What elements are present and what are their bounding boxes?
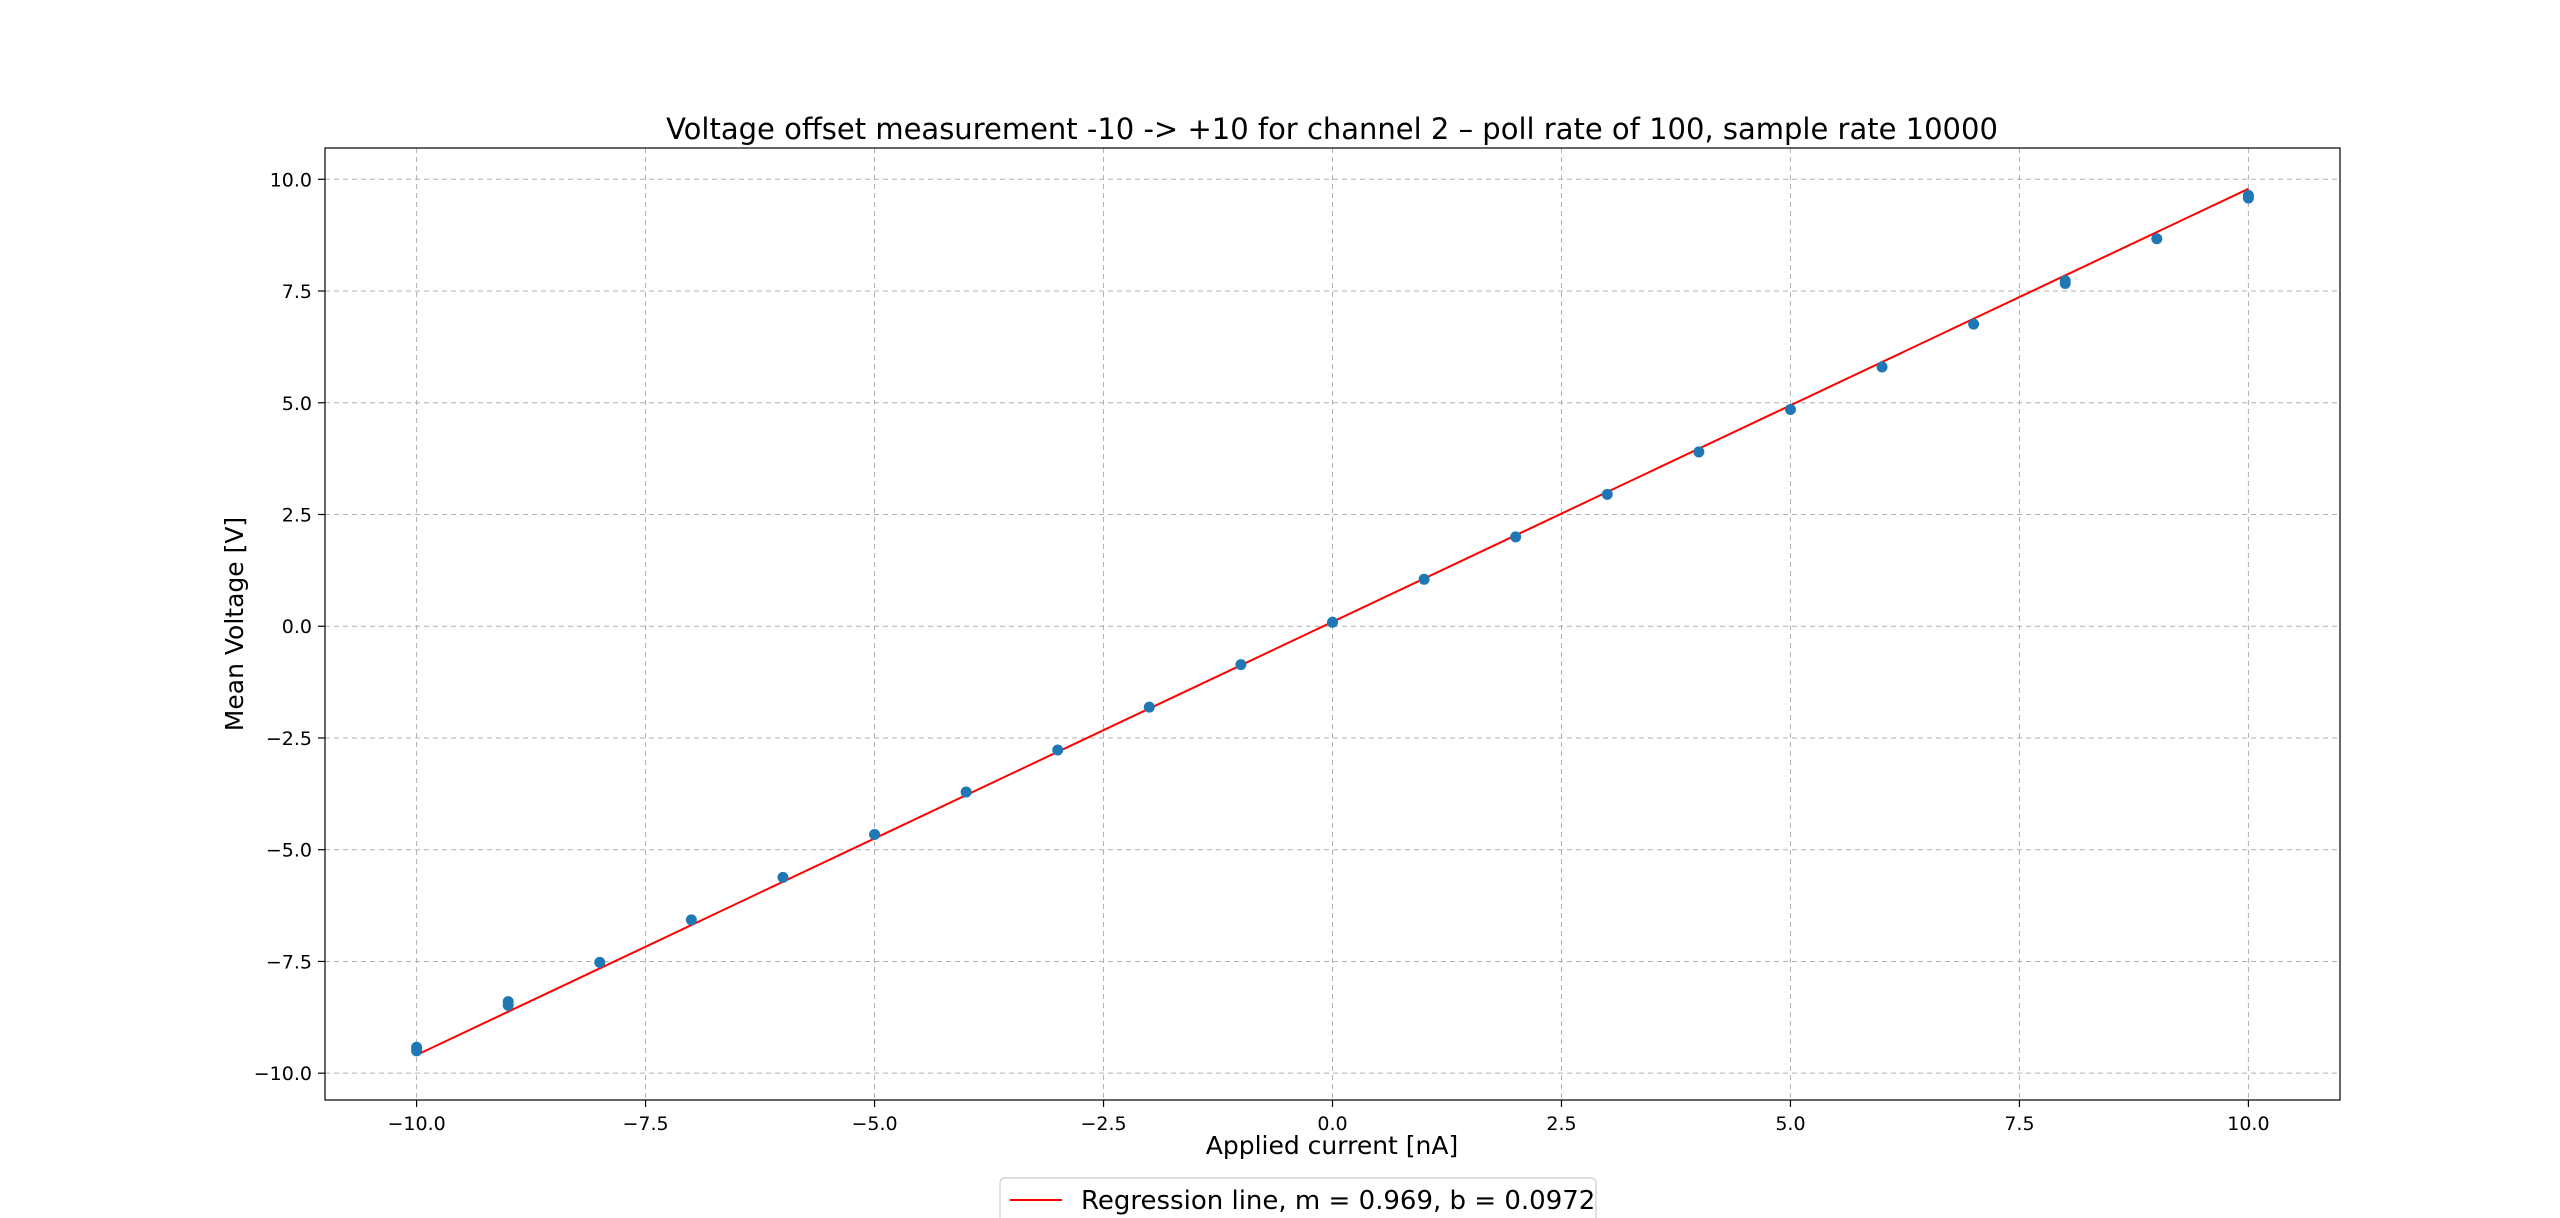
data-point (1327, 616, 1338, 628)
y-axis-label: Mean Voltage [V] (220, 517, 249, 731)
legend: Regression line, m = 0.969, b = 0.0972 (999, 1177, 1597, 1218)
chart-title: Voltage offset measurement -10 -> +10 fo… (666, 112, 1998, 146)
plot-frame (324, 147, 2341, 1101)
data-point (594, 956, 606, 968)
x-tick-label: −2.5 (1080, 1113, 1126, 1135)
data-point (502, 999, 514, 1011)
data-point (1510, 531, 1522, 543)
scatter-points (411, 189, 2254, 1057)
x-tick-label: −5.0 (851, 1113, 897, 1135)
data-point (1968, 318, 1980, 330)
x-tick-label: 5.0 (1775, 1113, 1805, 1135)
axis-ticks: −10.0 −7.5 −5.0 −2.5 0.0 2.5 5.0 7.5 10.0 10.0 7.5… (254, 169, 2270, 1135)
y-tick-label: 0.0 (282, 616, 312, 638)
data-point (1418, 573, 1430, 585)
y-tick-label: −7.5 (266, 951, 312, 973)
data-point (685, 914, 697, 926)
data-point (1052, 744, 1064, 756)
data-point (1143, 701, 1155, 713)
y-tick-label: −5.0 (266, 840, 312, 862)
y-tick-label: 2.5 (282, 504, 312, 526)
x-tick-label: 10.0 (2227, 1113, 2269, 1135)
x-tick-label: 2.5 (1546, 1113, 1576, 1135)
data-point (2242, 189, 2254, 201)
y-tick-label: 10.0 (270, 169, 312, 191)
grid-lines (325, 148, 2340, 1100)
x-tick-label: 7.5 (2004, 1113, 2034, 1135)
data-point (2059, 275, 2071, 287)
data-point (777, 871, 789, 883)
data-point (2151, 233, 2163, 245)
y-tick-label: −2.5 (266, 728, 312, 750)
x-tick-label: −10.0 (387, 1113, 445, 1135)
data-point (869, 829, 881, 841)
data-point (1784, 403, 1796, 415)
x-axis-label: Applied current [nA] (1206, 1131, 1459, 1160)
data-point (1235, 659, 1247, 671)
y-tick-label: −10.0 (254, 1063, 312, 1085)
data-point (1601, 488, 1613, 500)
data-point (1876, 361, 1888, 373)
y-tick-label: 5.0 (282, 393, 312, 415)
x-tick-label: 0.0 (1317, 1113, 1347, 1135)
x-tick-label: −7.5 (622, 1113, 668, 1135)
legend-label-regression-line: Regression line, m = 0.969, b = 0.0972 (1081, 1186, 1595, 1216)
data-point (960, 786, 972, 798)
legend-box (999, 1177, 1597, 1218)
data-point (411, 1045, 423, 1057)
data-point (1693, 446, 1705, 458)
y-tick-label: 7.5 (282, 281, 312, 303)
